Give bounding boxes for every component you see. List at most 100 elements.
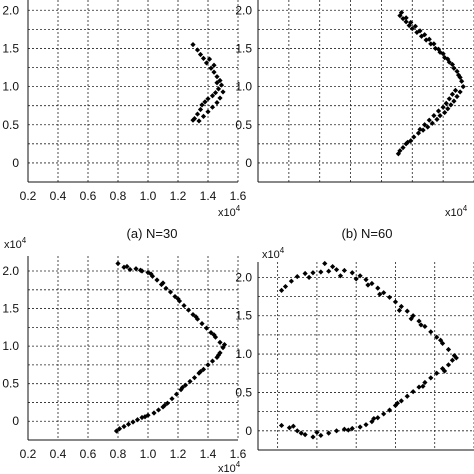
data-point [202,99,208,105]
y-tick-label: 1.0 [235,347,252,361]
data-point [375,285,381,291]
y-multiplier-label: x104 [262,246,285,261]
data-point [404,308,410,314]
x-tick-label: 1.4 [200,189,217,203]
data-point [398,398,404,404]
data-point [318,432,324,439]
data-point [414,29,420,35]
data-point [411,134,417,140]
data-point [173,391,180,397]
data-point [187,378,193,385]
data-point [200,366,207,373]
y-tick-label: 1.5 [235,309,252,323]
data-point [363,277,369,283]
data-point [151,410,157,416]
data-point [369,280,375,287]
data-point [217,350,223,356]
data-point [371,415,377,422]
x-tick-label: 0.6 [80,189,97,203]
data-point [282,283,289,290]
data-point [200,55,207,61]
data-point [206,56,213,62]
data-point [408,19,414,26]
data-point [160,280,166,286]
data-point [446,96,452,102]
x-tick-label: 0.2 [20,447,37,461]
data-point [290,423,296,429]
data-point [326,268,332,274]
data-point [445,346,452,353]
data-point [417,28,423,34]
data-point [420,127,426,133]
data-point [113,428,120,434]
x-tick-label: 1.2 [170,447,187,461]
x-tick-label: 0.8 [110,189,127,203]
data-point [212,334,219,340]
data-point [318,269,324,275]
data-point [422,122,428,128]
data-point [426,36,432,42]
x-tick-label: 1.2 [170,189,187,203]
y-tick-label: 1.0 [2,339,19,353]
data-point [435,108,442,114]
data-point [194,47,201,53]
data-point [428,329,434,335]
data-point [416,318,422,324]
y-multiplier-label: x104 [4,236,27,251]
data-point [217,77,223,84]
data-point [377,291,383,297]
data-point [418,322,424,328]
data-point [298,430,304,436]
data-point [449,91,455,97]
y-tick-label: 2.0 [2,264,19,278]
data-point [121,423,127,430]
data-point [416,384,422,390]
data-point [445,362,452,368]
data-point [193,314,199,320]
data-point [457,89,463,95]
data-point [357,424,363,430]
y-tick-label: 2.0 [235,3,252,17]
data-point [337,273,344,279]
data-point [434,334,440,340]
data-point [457,74,463,81]
data-point [172,293,178,300]
data-point [205,96,211,102]
data-point [381,290,387,296]
data-point [167,289,174,295]
data-point [403,19,409,25]
data-point [205,109,211,115]
data-point [422,32,428,38]
data-point [209,93,216,99]
data-point [409,25,415,32]
data-point [115,260,121,267]
data-point [452,87,459,94]
data-point [164,400,171,406]
data-point [431,112,437,119]
data-point [428,375,434,381]
data-point [454,93,460,100]
data-point [185,307,192,313]
data-point [418,33,425,39]
data-point [423,37,429,43]
data-point [449,61,455,68]
data-point [294,428,300,434]
data-point [349,425,355,432]
data-point [215,352,222,358]
data-point [163,285,169,291]
data-point [125,421,132,427]
data-point [398,9,405,16]
data-point [357,273,363,279]
data-point [353,276,359,282]
data-point [181,302,187,309]
data-point [404,393,410,399]
data-point [154,277,160,283]
data-point [451,65,457,71]
data-point [431,41,437,47]
data-point [440,51,446,57]
data-point [149,273,156,279]
data-point [437,49,443,55]
y-tick-label: 2.0 [235,270,252,284]
data-point [438,337,444,343]
